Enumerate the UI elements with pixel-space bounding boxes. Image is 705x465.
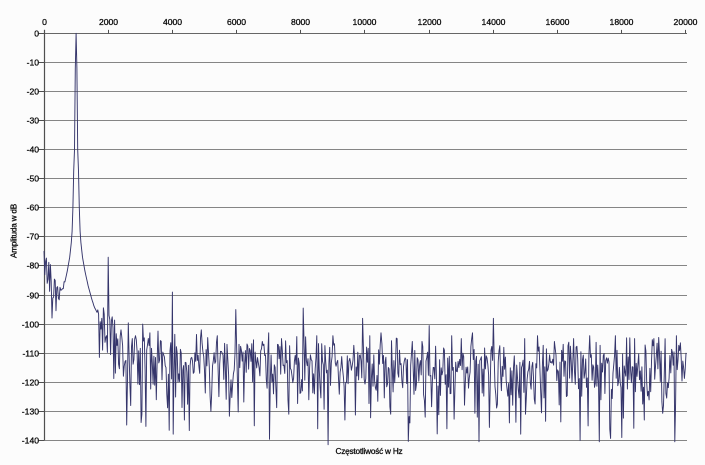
svg-text:8000: 8000: [291, 17, 310, 27]
svg-text:14000: 14000: [482, 17, 506, 27]
svg-text:-10: -10: [27, 58, 40, 68]
svg-text:0: 0: [34, 29, 39, 39]
svg-text:20000: 20000: [674, 17, 698, 27]
svg-text:0: 0: [42, 17, 47, 27]
svg-text:-40: -40: [27, 145, 40, 155]
svg-text:-100: -100: [22, 320, 39, 330]
svg-text:-130: -130: [22, 407, 39, 417]
svg-text:-50: -50: [27, 174, 40, 184]
svg-text:-30: -30: [27, 116, 40, 126]
svg-text:-20: -20: [27, 87, 40, 97]
svg-text:12000: 12000: [418, 17, 442, 27]
svg-text:10000: 10000: [353, 17, 377, 27]
svg-text:-110: -110: [22, 349, 39, 359]
svg-text:-70: -70: [27, 232, 40, 242]
svg-text:-80: -80: [27, 261, 40, 271]
svg-text:4000: 4000: [163, 17, 182, 27]
svg-text:16000: 16000: [546, 17, 570, 27]
svg-text:18000: 18000: [610, 17, 634, 27]
svg-text:6000: 6000: [227, 17, 246, 27]
svg-text:2000: 2000: [99, 17, 118, 27]
svg-text:-90: -90: [27, 291, 40, 301]
svg-text:Amplituda w dB: Amplituda w dB: [9, 203, 18, 258]
svg-text:-140: -140: [22, 436, 39, 446]
svg-text:Częstotliwość w Hz: Częstotliwość w Hz: [336, 447, 403, 456]
svg-text:-60: -60: [27, 203, 40, 213]
svg-text:-120: -120: [22, 378, 39, 388]
